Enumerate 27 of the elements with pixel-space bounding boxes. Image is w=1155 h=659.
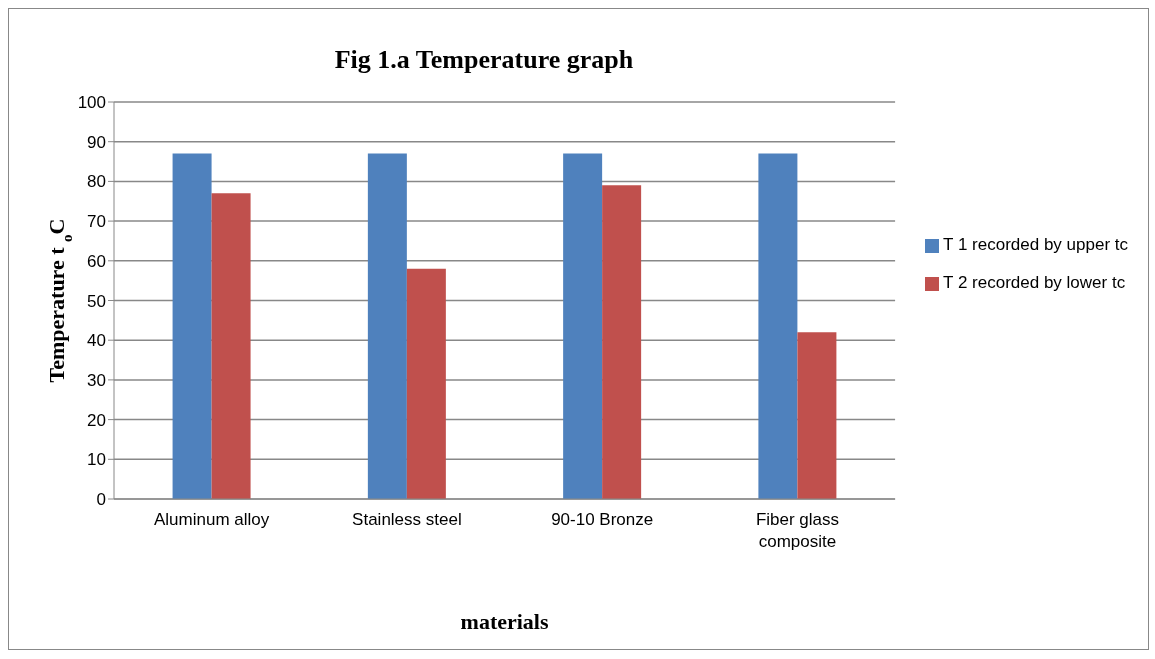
bar: [563, 153, 603, 499]
y-tick-label: 90: [87, 132, 106, 152]
y-tick-label: 40: [87, 331, 106, 351]
bar: [758, 153, 798, 499]
bar: [172, 153, 212, 499]
x-axis-title: materials: [460, 609, 549, 634]
bar: [602, 185, 642, 499]
bar: [797, 332, 837, 499]
y-tick-label: 50: [87, 291, 106, 311]
y-tick-label: 20: [87, 410, 106, 430]
x-tick-label: 90-10 Bronze: [551, 510, 654, 529]
y-tick-label: 10: [87, 450, 106, 470]
y-tick-label: 100: [77, 93, 106, 113]
x-tick-label: Fiber glass composite: [755, 510, 840, 551]
legend-label: T 2 recorded by lower tc: [943, 273, 1126, 292]
y-tick-label: 70: [87, 212, 106, 232]
y-tick-label: 80: [87, 172, 106, 192]
chart-title: Fig 1.a Temperature graph: [333, 45, 635, 75]
y-tick-label: 0: [96, 490, 106, 510]
y-tick-label: 30: [87, 370, 106, 390]
bar: [406, 268, 446, 499]
bar: [367, 153, 407, 499]
bar: [211, 193, 251, 499]
x-tick-label: Stainless steel: [352, 510, 462, 529]
y-tick-label: 60: [87, 251, 106, 271]
legend-label: T 1 recorded by upper tc: [943, 235, 1128, 254]
x-tick-label: Aluminum alloy: [154, 510, 270, 529]
